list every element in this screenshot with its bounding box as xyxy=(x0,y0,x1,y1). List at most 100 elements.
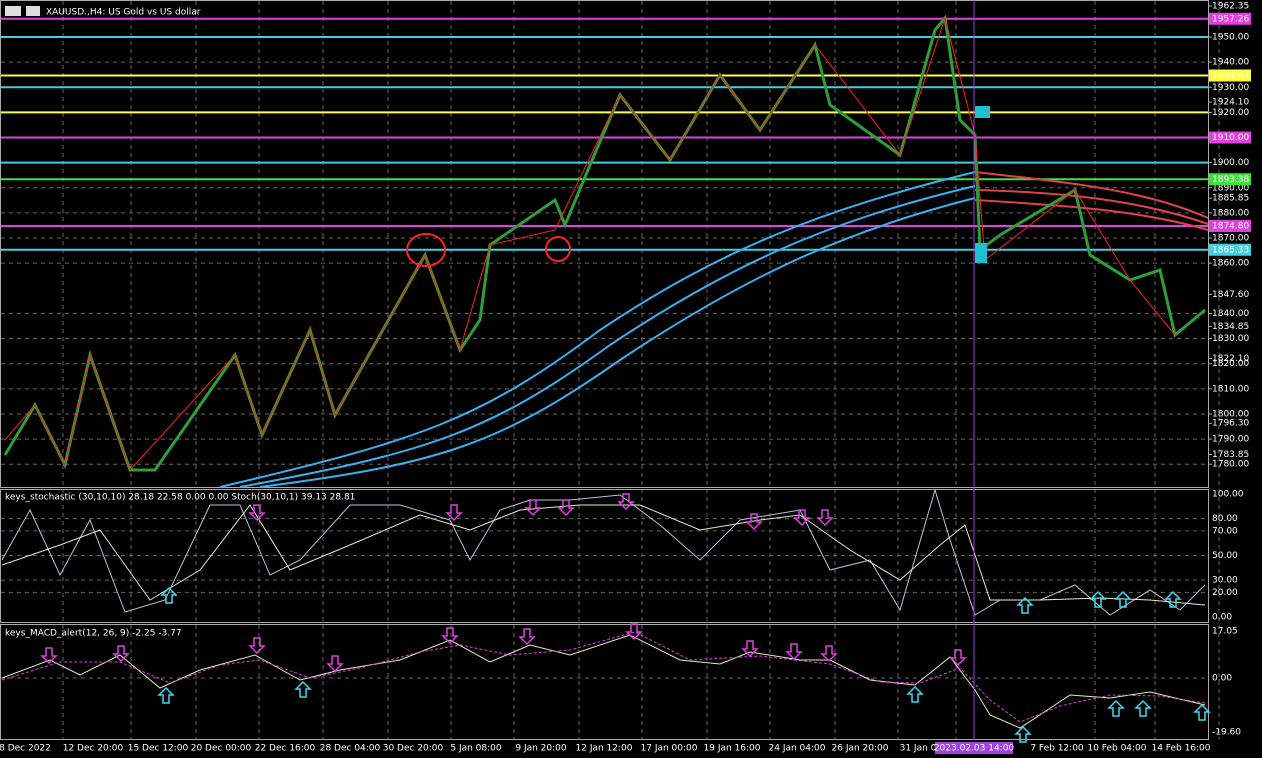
price-label: 1847.60 xyxy=(1212,290,1249,300)
sell-arrow xyxy=(949,649,967,667)
level-tag xyxy=(1209,12,1251,25)
level-tag xyxy=(1209,173,1251,186)
sell-arrow xyxy=(741,640,759,658)
sell-arrow xyxy=(625,623,643,641)
time-label: 19 Jan 16:00 xyxy=(704,744,761,754)
sell-arrow xyxy=(441,627,459,645)
macd-label: 0.00 xyxy=(1212,674,1232,684)
buy-arrow xyxy=(1014,725,1032,743)
price-label: 1780.00 xyxy=(1212,460,1249,470)
sell-arrow xyxy=(518,628,536,646)
buy-arrow xyxy=(906,685,924,703)
macd-label: -19.60 xyxy=(1212,728,1241,738)
price-label: 1830.00 xyxy=(1212,334,1249,344)
ma-line xyxy=(974,171,1209,219)
macd-label: 17.05 xyxy=(1212,627,1238,637)
time-label: 28 Dec 04:00 xyxy=(320,744,381,754)
price-label: 1890.00 xyxy=(1212,183,1249,193)
price-label: 1834.85 xyxy=(1212,322,1249,332)
price-label: 1870.00 xyxy=(1212,234,1249,244)
price-label: 1885.85 xyxy=(1212,194,1249,204)
window-title: XAUUSD.,H4: US Gold vs US dollar xyxy=(46,8,201,18)
buy-arrow xyxy=(160,586,178,604)
zigzag xyxy=(4,16,1176,471)
sell-arrow xyxy=(557,499,575,517)
price-label: 1840.00 xyxy=(1212,309,1249,319)
marker-circle xyxy=(545,236,571,262)
stoch-panel xyxy=(0,489,1209,623)
price-label: 1924.10 xyxy=(1212,98,1249,108)
buy-arrow xyxy=(1164,590,1182,608)
stoch-label: 0.00 xyxy=(1212,613,1232,623)
sell-arrow xyxy=(40,647,58,665)
ma-red xyxy=(974,171,1209,231)
time-label: 26 Jan 20:00 xyxy=(832,744,889,754)
time-label: 22 Dec 16:00 xyxy=(255,744,316,754)
menu-icon[interactable] xyxy=(5,6,21,16)
price-label: 1790.00 xyxy=(1212,435,1249,445)
ma-line xyxy=(974,189,1209,225)
price-label: 1796.30 xyxy=(1212,419,1249,429)
level-tag xyxy=(1209,131,1251,144)
stoch-label: 30.00 xyxy=(1212,576,1238,586)
stoch-signal xyxy=(1,504,1206,606)
price-label: 1810.00 xyxy=(1212,384,1249,394)
price-label: 1783.85 xyxy=(1212,450,1249,460)
window-icon[interactable] xyxy=(26,6,40,16)
ma-bands xyxy=(219,171,976,488)
buy-arrow xyxy=(1134,699,1152,717)
sell-arrow xyxy=(445,504,463,522)
ma-line xyxy=(259,197,976,488)
price-label: 1930.00 xyxy=(1212,83,1249,93)
grid xyxy=(1,1,1220,740)
price-label: 1800.00 xyxy=(1212,409,1249,419)
buy-arrow xyxy=(1107,699,1125,717)
time-label: 31 Jan 0 xyxy=(900,744,937,754)
price-label: 1820.00 xyxy=(1212,359,1249,369)
buy-arrow xyxy=(1114,590,1132,608)
buy-arrow xyxy=(1016,596,1034,614)
ma-line xyxy=(239,185,976,488)
time-label: 10 Feb 04:00 xyxy=(1087,744,1146,754)
macd-panel xyxy=(0,624,1209,740)
sell-arrow xyxy=(248,637,266,655)
marker-circle xyxy=(406,233,446,267)
price-label: 1900.00 xyxy=(1212,158,1249,168)
macd-main xyxy=(1,634,1206,729)
price-label: 1880.00 xyxy=(1212,208,1249,218)
buy-arrow xyxy=(1193,703,1211,721)
main-panel xyxy=(0,0,1209,488)
level-label: 1865.33 xyxy=(1212,245,1249,255)
level-tag xyxy=(1209,69,1251,82)
sell-arrow xyxy=(112,645,130,663)
stoch-label: 20.00 xyxy=(1212,588,1238,598)
level-label: 1957.26 xyxy=(1212,14,1249,24)
price-label: 1822.10 xyxy=(1212,354,1249,364)
time-label: 9 Jan 20:00 xyxy=(515,744,567,754)
level-label: 1934.67 xyxy=(1212,71,1249,81)
macd-header: keys_MACD_alert(12, 26, 9) -2.25 -3.77 xyxy=(5,629,182,639)
price-label: 1950.00 xyxy=(1212,33,1249,43)
sell-arrow xyxy=(524,499,542,517)
buy-arrow xyxy=(1089,590,1107,608)
time-label: 30 Dec 20:00 xyxy=(383,744,444,754)
level-label: 1910.00 xyxy=(1212,133,1249,143)
time-label: 12 Jan 12:00 xyxy=(576,744,633,754)
stoch-label: 70.00 xyxy=(1212,526,1238,536)
time-label: 15 Dec 12:00 xyxy=(128,744,189,754)
level-tag xyxy=(1209,243,1251,256)
stoch-label: 50.00 xyxy=(1212,551,1238,561)
levels xyxy=(1,17,1208,251)
price-label: 1940.00 xyxy=(1212,58,1249,68)
time-label: 5 Jan 08:00 xyxy=(450,744,502,754)
sell-arrow xyxy=(793,509,811,527)
sell-arrow xyxy=(745,513,763,531)
time-label: 17 Jan 00:00 xyxy=(641,744,698,754)
level-tag xyxy=(1209,219,1251,232)
buy-arrow xyxy=(157,686,175,704)
stoch-header: keys_stochastic (30,10,10) 28.18 22.58 0… xyxy=(5,493,355,503)
sell-arrow xyxy=(617,493,635,511)
level-label: 1893.38 xyxy=(1212,175,1249,185)
